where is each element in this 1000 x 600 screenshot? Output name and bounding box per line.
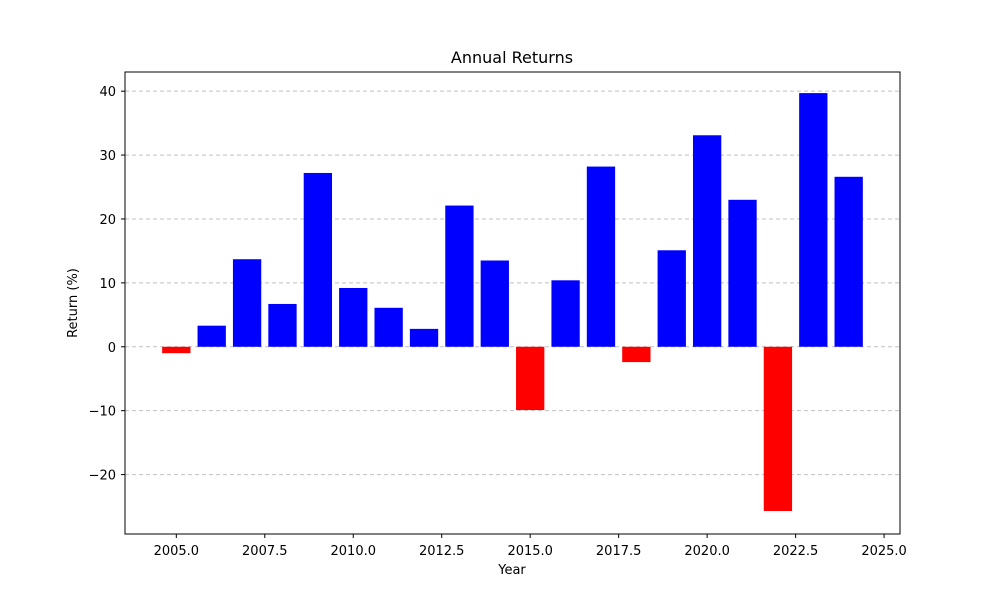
bar-2017 (586, 166, 616, 347)
bar-2024 (834, 176, 863, 347)
bar-2021 (728, 199, 757, 347)
bar-2019 (657, 250, 686, 347)
x-tick-label-7: 2022.5 (773, 544, 819, 559)
x-tick-label-5: 2017.5 (596, 544, 642, 559)
y-tick-label-0: −20 (89, 469, 116, 484)
x-axis-label: Year (497, 563, 526, 578)
x-tick-label-1: 2007.5 (242, 544, 288, 559)
bars (162, 93, 863, 511)
y-tick-label-1: −10 (89, 405, 116, 420)
y-axis-label: Return (%) (66, 268, 81, 338)
bar-2014 (480, 260, 509, 347)
y-tick-label-6: 40 (99, 85, 116, 100)
x-tick-label-0: 2005.0 (154, 544, 200, 559)
x-tick-label-2: 2010.0 (331, 544, 377, 559)
bar-2008 (268, 303, 297, 347)
x-tick-label-8: 2025.0 (861, 544, 907, 559)
bar-2007 (232, 259, 262, 347)
x-tick-label-3: 2012.5 (419, 544, 465, 559)
bar-2005 (162, 346, 191, 354)
bar-2011 (374, 307, 403, 347)
chart-title: Annual Returns (451, 48, 573, 67)
x-axis-ticks: 2005.0 2007.5 2010.0 2012.5 2015.0 2017.5 2020… (154, 534, 907, 559)
bar-2013 (445, 205, 474, 347)
bar-2006 (197, 325, 226, 347)
bar-2022 (763, 346, 793, 511)
y-tick-label-2: 0 (108, 341, 116, 356)
bar-2009 (303, 172, 333, 347)
bar-2015 (516, 346, 545, 411)
bar-2010 (339, 287, 368, 347)
y-tick-label-4: 20 (99, 213, 116, 228)
x-tick-label-4: 2015.0 (507, 544, 553, 559)
bar-2023 (799, 93, 828, 347)
bar-2018 (622, 346, 651, 363)
bar-2016 (551, 280, 580, 347)
y-tick-label-5: 30 (99, 149, 116, 164)
x-tick-label-6: 2020.0 (684, 544, 730, 559)
bar-2012 (409, 328, 439, 347)
plot-area-frame (124, 71, 901, 535)
y-tick-label-3: 10 (99, 277, 116, 292)
y-axis-ticks: −20 −10 0 10 20 30 40 (89, 85, 125, 484)
bar-2020 (692, 135, 722, 347)
